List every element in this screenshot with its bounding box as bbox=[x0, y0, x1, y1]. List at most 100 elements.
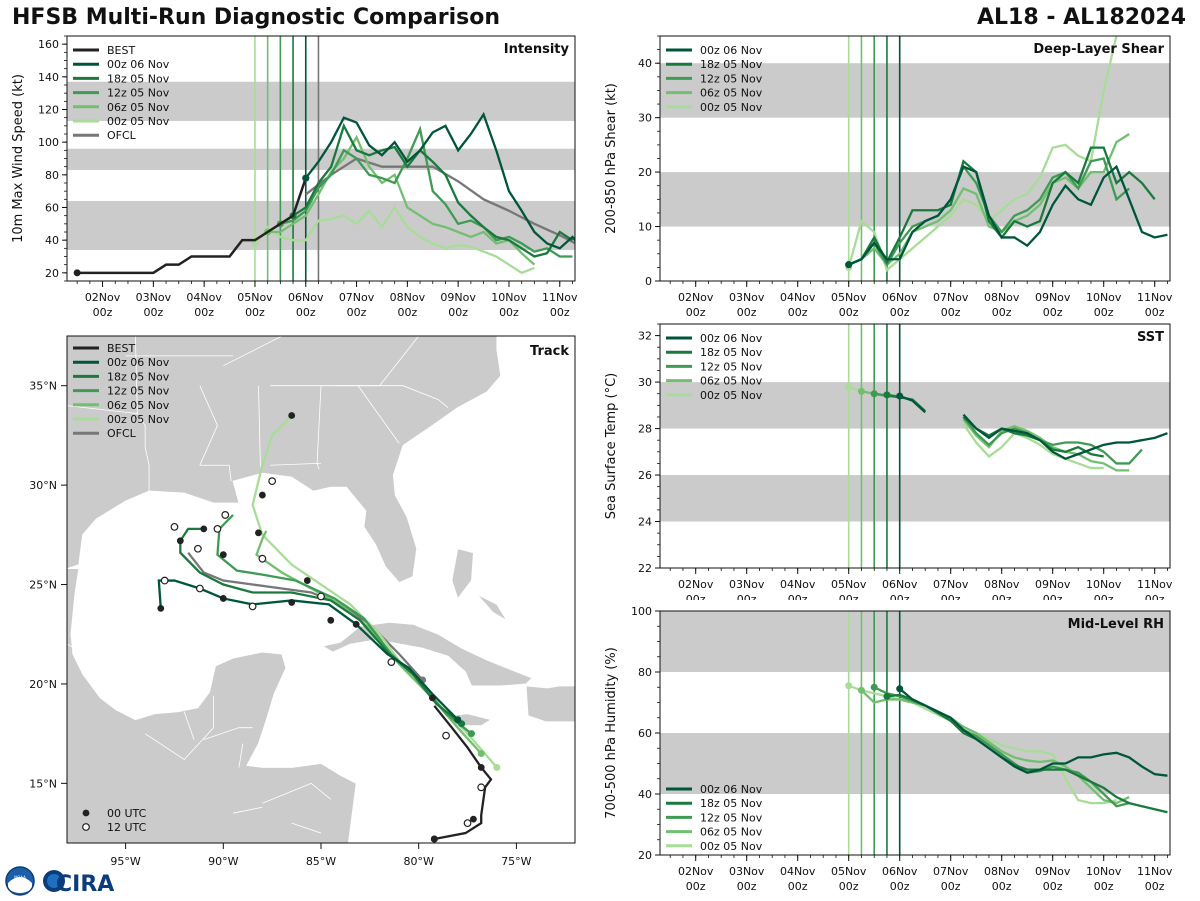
series-line bbox=[292, 122, 574, 258]
state-border bbox=[134, 336, 150, 492]
x-tick-label: 06Nov bbox=[882, 865, 918, 878]
marker-12utc bbox=[248, 602, 257, 611]
shear-chart: 0 10 20 30 40 02Nov 00z 03Nov 00z 04Nov 00z 05Nov 00… bbox=[604, 35, 1173, 319]
x-tick-label: 03Nov bbox=[729, 578, 765, 591]
init-point bbox=[883, 391, 891, 399]
state-border bbox=[270, 462, 322, 466]
legend-marker-00utc bbox=[82, 809, 90, 817]
legend-label: OFCL bbox=[107, 129, 137, 142]
series-line bbox=[77, 177, 307, 275]
x-tick-label: 00z bbox=[1043, 593, 1063, 600]
plot-frame bbox=[659, 323, 1171, 569]
x-tick-label: 00z bbox=[1043, 306, 1063, 319]
x-tick-label: 11Nov bbox=[1137, 291, 1173, 304]
x-tick-label: 08Nov bbox=[984, 865, 1020, 878]
x-tick-label: 05Nov bbox=[831, 578, 867, 591]
y-tick-label: 10 bbox=[638, 221, 652, 234]
x-tick-label: 00z bbox=[686, 593, 706, 600]
y-tick-label: 30 bbox=[638, 376, 652, 389]
x-tick-label: 11Nov bbox=[1137, 865, 1173, 878]
legend-label: 18z 05 Nov bbox=[107, 370, 170, 383]
x-tick-label: 05Nov bbox=[831, 865, 867, 878]
x-tick-label: 00z bbox=[448, 306, 468, 319]
cira-logo: NOAA CIRA bbox=[4, 865, 114, 897]
x-tick-label: 00z bbox=[839, 593, 859, 600]
legend-label: 00z 06 Nov bbox=[700, 332, 763, 345]
track-start-point bbox=[454, 716, 462, 724]
legend-label: 12z 05 Nov bbox=[107, 87, 170, 100]
state-border bbox=[291, 822, 322, 834]
land-bahamas bbox=[477, 594, 507, 621]
x-tick-label: 00z bbox=[941, 306, 961, 319]
x-tick-label: 00z bbox=[788, 306, 808, 319]
shaded-band bbox=[67, 200, 575, 250]
legend-label: 00z 06 Nov bbox=[700, 783, 763, 796]
init-point bbox=[896, 685, 904, 693]
x-tick-label: 00z bbox=[890, 593, 910, 600]
init-point bbox=[896, 392, 904, 400]
legend-label: 00z 05 Nov bbox=[700, 840, 763, 853]
legend-label: 00z 05 Nov bbox=[700, 389, 763, 402]
y-tick-label: 60 bbox=[45, 202, 59, 215]
x-tick-label: 00z bbox=[1145, 306, 1165, 319]
x-tick-label: 00z bbox=[1094, 593, 1114, 600]
track-start-point bbox=[477, 750, 485, 758]
chart-title: Mid-Level RH bbox=[1068, 617, 1164, 632]
legend-label: 00z 06 Nov bbox=[107, 356, 170, 369]
x-tick-label: 00z bbox=[788, 593, 808, 600]
x-tick-label: 06Nov bbox=[288, 291, 324, 304]
x-tick-label: 00z bbox=[194, 306, 214, 319]
marker-00utc bbox=[477, 764, 485, 771]
x-tick-label: 02Nov bbox=[85, 291, 121, 304]
shaded-band bbox=[660, 733, 1170, 794]
legend-label: 12z 05 Nov bbox=[700, 360, 763, 373]
x-tick-label: 08Nov bbox=[984, 291, 1020, 304]
land-mexico-central-america bbox=[67, 568, 357, 843]
state-border bbox=[144, 695, 214, 761]
y-axis-label: Sea Surface Temp (°C) bbox=[604, 373, 619, 520]
x-tick-label: 11Nov bbox=[1137, 578, 1173, 591]
marker-12utc bbox=[221, 511, 230, 519]
marker-12utc bbox=[194, 544, 202, 553]
init-point bbox=[883, 692, 891, 700]
marker-00utc bbox=[430, 835, 438, 843]
x-tick-label: 00z bbox=[686, 306, 706, 319]
land-hispaniola bbox=[525, 685, 575, 723]
x-tick-label: 10Nov bbox=[491, 291, 527, 304]
x-tick-label: 00z bbox=[1043, 880, 1063, 893]
init-point bbox=[857, 387, 865, 395]
series-line bbox=[962, 413, 1168, 461]
marker-12utc bbox=[258, 554, 267, 563]
y-axis-label: 700-500 hPa Humidity (%) bbox=[604, 647, 619, 819]
x-tick-label: 00z bbox=[143, 306, 163, 319]
lon-tick-label: 75°W bbox=[501, 855, 531, 868]
legend-label: 12z 05 Nov bbox=[700, 72, 763, 85]
page-title: HFSB Multi-Run Diagnostic Comparison bbox=[12, 5, 500, 30]
marker-00utc bbox=[200, 525, 208, 533]
x-tick-label: 00z bbox=[839, 880, 859, 893]
marker-00utc bbox=[255, 529, 262, 537]
legend-label: 00z 06 Nov bbox=[107, 58, 170, 71]
state-border bbox=[67, 643, 107, 665]
series-line bbox=[280, 125, 573, 258]
x-tick-label: 00z bbox=[347, 306, 367, 319]
state-border bbox=[258, 385, 261, 468]
noaa-emblem-text: NOAA bbox=[14, 875, 26, 880]
track-start-point bbox=[467, 730, 475, 738]
marker-00utc bbox=[288, 599, 296, 606]
marker-00utc bbox=[470, 815, 477, 823]
y-tick-label: 0 bbox=[645, 275, 652, 288]
y-tick-label: 160 bbox=[38, 38, 59, 51]
legend-label: 06z 05 Nov bbox=[107, 399, 170, 412]
lon-tick-label: 80°W bbox=[404, 855, 434, 868]
series-line bbox=[962, 416, 1143, 465]
marker-12utc bbox=[477, 783, 486, 792]
y-tick-label: 32 bbox=[638, 330, 652, 343]
legend-label: 18z 05 Nov bbox=[700, 58, 763, 71]
lat-tick-label: 30°N bbox=[29, 479, 57, 492]
legend-label: 06z 05 Nov bbox=[700, 826, 763, 839]
shaded-band bbox=[660, 63, 1170, 118]
y-axis-label: 10m Max Wind Speed (kt) bbox=[11, 74, 26, 243]
legend-label: 06z 05 Nov bbox=[700, 375, 763, 388]
x-tick-label: 00z bbox=[890, 880, 910, 893]
